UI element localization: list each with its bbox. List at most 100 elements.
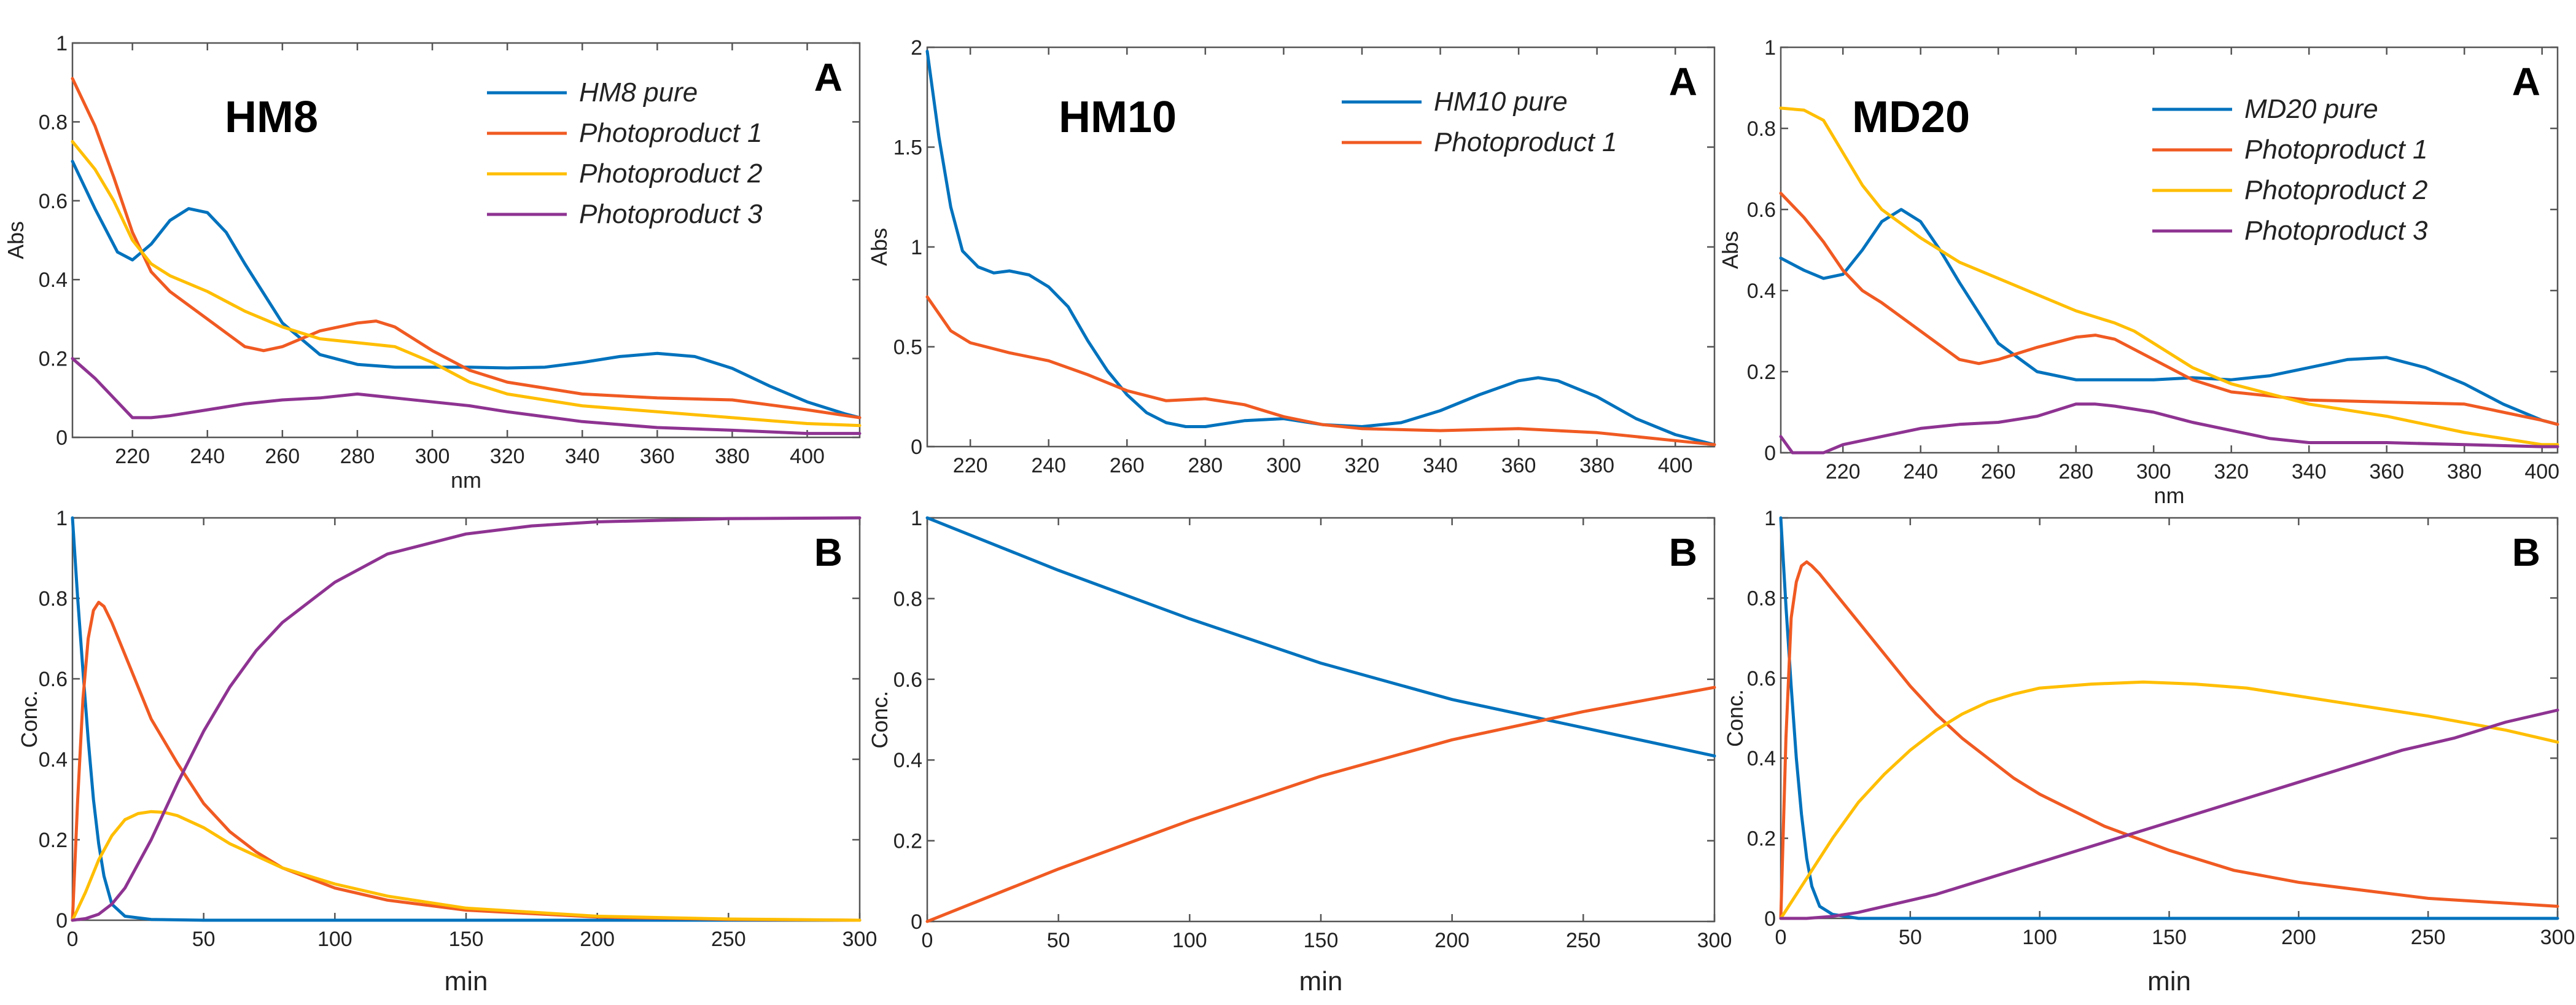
series-line-photoproduct-2 — [71, 140, 862, 428]
legend-entry: Photoproduct 2 — [2244, 175, 2427, 205]
x-tick-label: 100 — [2022, 926, 2057, 949]
x-tick-label: 320 — [490, 445, 525, 468]
y-axis-label: Abs — [1718, 231, 1743, 269]
panel-label: A — [2512, 60, 2540, 104]
y-tick-label: 2 — [911, 36, 922, 60]
x-tick-label: 250 — [1566, 929, 1601, 952]
y-axis-label: Conc. — [17, 690, 42, 748]
x-tick-label: 220 — [953, 454, 988, 477]
legend-entry: Photoproduct 3 — [2244, 216, 2428, 246]
y-axis-label: Abs — [3, 221, 28, 259]
x-tick-label: 280 — [340, 445, 375, 468]
plot-frame — [71, 42, 861, 439]
legend-entry: Photoproduct 2 — [579, 158, 762, 189]
x-tick-label: 380 — [1579, 454, 1614, 477]
x-tick-label: 260 — [1981, 460, 2016, 483]
x-tick-label: 260 — [265, 445, 300, 468]
x-tick-label: 280 — [2058, 460, 2093, 483]
legend-entry: Photoproduct 3 — [579, 199, 763, 229]
x-tick-label: 300 — [2540, 926, 2575, 949]
y-tick-label: 0 — [911, 436, 922, 459]
y-tick-label: 1 — [56, 507, 68, 530]
y-tick-label: 0 — [1764, 907, 1776, 931]
panel-label: B — [814, 530, 842, 574]
y-tick-label: 0.2 — [39, 348, 68, 371]
plot-frame — [71, 517, 861, 921]
legend-entry: HM8 pure — [579, 77, 698, 108]
series-line-photoproduct-1 — [925, 295, 1716, 447]
x-tick-label: 300 — [1266, 454, 1301, 477]
x-tick-label: 220 — [115, 445, 150, 468]
series-line-photoproduct-1 — [925, 686, 1716, 923]
x-axis-label: min — [445, 966, 488, 996]
panel-label: B — [1669, 530, 1697, 574]
series-line-md20-pure — [1779, 208, 2559, 426]
y-axis-label: Conc. — [1722, 689, 1748, 747]
x-tick-label: 280 — [1188, 454, 1223, 477]
y-tick-label: 1 — [56, 32, 68, 55]
legend-entry: Photoproduct 1 — [1434, 127, 1617, 157]
x-tick-label: 360 — [2369, 460, 2404, 483]
y-tick-label: 0 — [56, 426, 68, 450]
x-tick-label: 240 — [1031, 454, 1066, 477]
y-tick-label: 0 — [911, 910, 922, 934]
x-tick-label: 360 — [1501, 454, 1536, 477]
x-tick-label: 340 — [1423, 454, 1458, 477]
series-line-photoproduct-1 — [1779, 192, 2559, 426]
x-tick-label: 300 — [415, 445, 450, 468]
x-tick-label: 150 — [449, 928, 484, 951]
panel-label: B — [2512, 530, 2540, 574]
y-tick-label: 0.4 — [893, 749, 922, 772]
x-tick-label: 340 — [2292, 460, 2327, 483]
x-tick-label: 100 — [317, 928, 352, 951]
compound-title: HM10 — [1059, 93, 1177, 142]
series-line-photoproduct-2 — [71, 810, 862, 922]
chart-hm8_b: 0 50 100 150 200 250 300 0 0.2 0.4 0.6 0.8 1 min Conc.… — [17, 507, 877, 996]
series-line-photoproduct-3 — [1779, 708, 2559, 920]
panel-label: A — [814, 55, 842, 100]
y-tick-label: 0.4 — [1747, 747, 1776, 770]
y-tick-label: 0.8 — [893, 587, 922, 611]
y-tick-label: 0.6 — [1747, 667, 1776, 690]
x-tick-label: 260 — [1110, 454, 1145, 477]
series-line-photoproduct-3 — [71, 357, 862, 436]
x-tick-label: 380 — [715, 445, 750, 468]
series-line-hm8-pure — [71, 160, 862, 420]
y-tick-label: 0.8 — [39, 111, 68, 134]
y-tick-label: 0.2 — [39, 829, 68, 852]
x-axis-label: min — [2147, 966, 2191, 996]
legend-entry: Photoproduct 1 — [579, 118, 762, 148]
x-tick-label: 240 — [1903, 460, 1938, 483]
x-tick-label: 0 — [922, 929, 933, 952]
series-line-photoproduct-3 — [71, 516, 862, 922]
x-tick-label: 0 — [1775, 926, 1787, 949]
x-tick-label: 100 — [1172, 929, 1207, 952]
chart-hm10_a: 220 240 260 280 300 320 340 360 380 400 0 0.5 1 1.5 2 A… — [866, 36, 1716, 477]
plot-frame — [926, 46, 1716, 448]
x-tick-label: 400 — [2524, 460, 2559, 483]
x-tick-label: 150 — [2152, 926, 2187, 949]
series-line-photoproduct-2 — [1779, 106, 2559, 447]
series-line-hm10-pure — [925, 516, 1716, 758]
legend-entry: HM10 pure — [1434, 87, 1568, 117]
y-tick-label: 1.5 — [893, 136, 922, 160]
y-tick-label: 0.2 — [1747, 827, 1776, 851]
chart-md20_b: 0 50 100 150 200 250 300 0 0.2 0.4 0.6 0.8 1 min Conc.… — [1722, 507, 2575, 996]
y-axis-label: Abs — [866, 228, 892, 266]
series-line-photoproduct-1 — [1779, 560, 2559, 920]
x-axis-label: nm — [2154, 483, 2184, 508]
x-tick-label: 200 — [2281, 926, 2316, 949]
plot-frame — [1780, 46, 2559, 454]
x-tick-label: 250 — [2411, 926, 2446, 949]
compound-title: HM8 — [225, 93, 318, 142]
x-tick-label: 400 — [1658, 454, 1693, 477]
series-line-photoproduct-2 — [1779, 680, 2559, 920]
x-tick-label: 220 — [1826, 460, 1861, 483]
y-tick-label: 0.6 — [1747, 198, 1776, 222]
series-line-md20-pure — [1779, 516, 2559, 920]
y-tick-label: 1 — [911, 507, 922, 530]
y-tick-label: 0.2 — [1747, 361, 1776, 384]
y-tick-label: 0.2 — [893, 830, 922, 853]
x-tick-label: 300 — [2136, 460, 2171, 483]
